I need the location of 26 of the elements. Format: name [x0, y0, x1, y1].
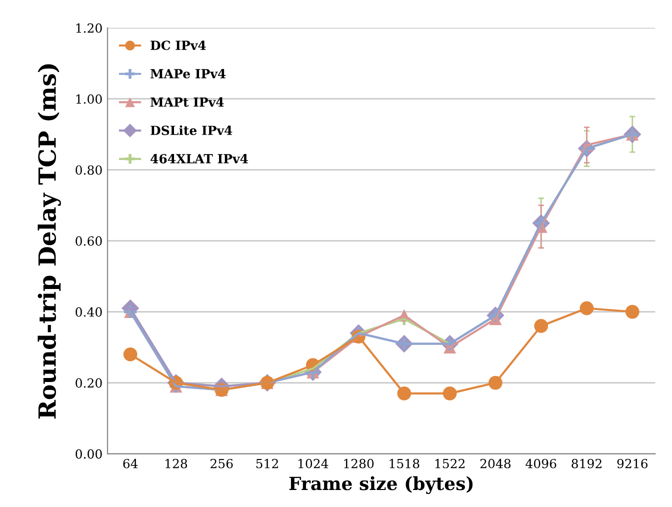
legend-label: DC IPv4	[150, 40, 206, 50]
y-tick-label: 0.60	[76, 236, 102, 246]
x-axis-title: Frame size (bytes)	[289, 476, 473, 494]
y-tick-label: 0.00	[76, 449, 102, 459]
x-tick-label: 8192	[572, 458, 602, 468]
x-tick-label: 128	[166, 458, 188, 468]
legend-label: MAPt IPv4	[150, 97, 224, 107]
legend-label: MAPe IPv4	[150, 68, 226, 78]
x-tick-label: 256	[210, 458, 233, 468]
x-tick-label: 9216	[617, 458, 648, 468]
x-tick-label: 4096	[526, 458, 556, 468]
x-tick-label: 1522	[435, 458, 464, 468]
y-tick-label: 0.80	[76, 165, 102, 175]
x-tick-label: 512	[256, 458, 278, 468]
x-tick-label: 1280	[344, 458, 374, 468]
x-tick-label: 2048	[480, 458, 511, 468]
x-tick-label: 1518	[390, 458, 420, 468]
y-axis-title: Round-trip Delay TCP (ms)	[38, 64, 61, 419]
x-tick-label: 64	[123, 458, 138, 468]
legend-label: 464XLAT IPv4	[150, 154, 248, 164]
y-tick-label: 1.20	[76, 23, 102, 33]
y-tick-label: 1.00	[76, 94, 102, 104]
legend-label: DSLite IPv4	[150, 125, 232, 136]
y-tick-label: 0.40	[76, 307, 102, 317]
x-tick-label: 1024	[298, 458, 328, 468]
y-tick-label: 0.20	[76, 378, 102, 388]
